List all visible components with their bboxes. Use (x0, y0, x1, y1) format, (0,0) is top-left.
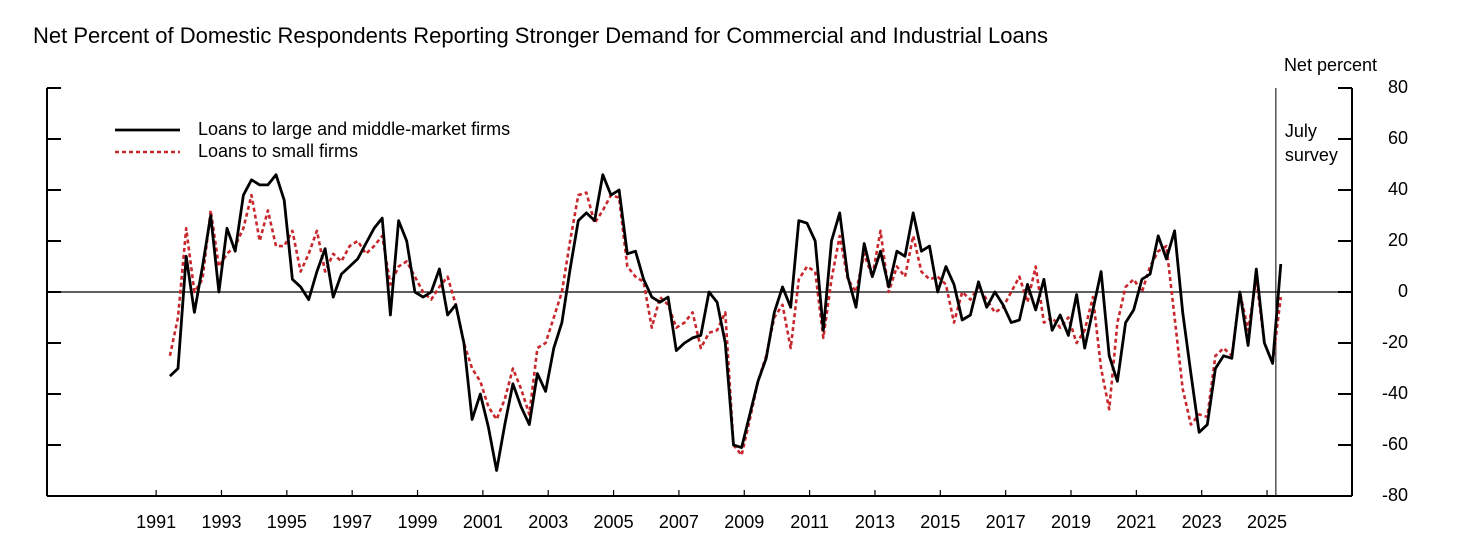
y-tick-label: -60 (1382, 434, 1408, 454)
annotation: survey (1285, 145, 1338, 165)
y-tick-label: -20 (1382, 332, 1408, 352)
annotation: July (1285, 121, 1317, 141)
x-tick-label: 1999 (397, 512, 437, 532)
y-tick-label: 0 (1398, 281, 1408, 301)
y-tick-label: 60 (1388, 128, 1408, 148)
x-tick-label: 2001 (463, 512, 503, 532)
x-tick-label: 2021 (1116, 512, 1156, 532)
x-tick-label: 2025 (1247, 512, 1287, 532)
legend-label: Loans to large and middle-market firms (198, 119, 510, 139)
y-tick-label: 20 (1388, 230, 1408, 250)
x-tick-label: 2023 (1182, 512, 1222, 532)
y-axis-label: Net percent (1284, 55, 1377, 75)
x-tick-label: 1995 (267, 512, 307, 532)
x-tick-label: 2009 (724, 512, 764, 532)
x-tick-label: 2017 (986, 512, 1026, 532)
x-tick-label: 1993 (201, 512, 241, 532)
x-tick-label: 2015 (920, 512, 960, 532)
y-tick-label: 80 (1388, 77, 1408, 97)
x-tick-label: 1997 (332, 512, 372, 532)
x-tick-label: 2011 (790, 512, 829, 532)
chart-title: Net Percent of Domestic Respondents Repo… (33, 23, 1048, 48)
x-tick-label: 2003 (528, 512, 568, 532)
legend-label: Loans to small firms (198, 141, 358, 161)
series-line (168, 191, 1283, 457)
x-tick-label: 2019 (1051, 512, 1091, 532)
y-tick-label: -80 (1382, 485, 1408, 505)
x-tick-label: 1991 (136, 512, 176, 532)
x-tick-label: 2005 (594, 512, 634, 532)
x-tick-label: 2013 (855, 512, 895, 532)
y-tick-label: 40 (1388, 179, 1408, 199)
y-tick-label: -40 (1382, 383, 1408, 403)
x-tick-label: 2007 (659, 512, 699, 532)
series-line (168, 173, 1283, 472)
